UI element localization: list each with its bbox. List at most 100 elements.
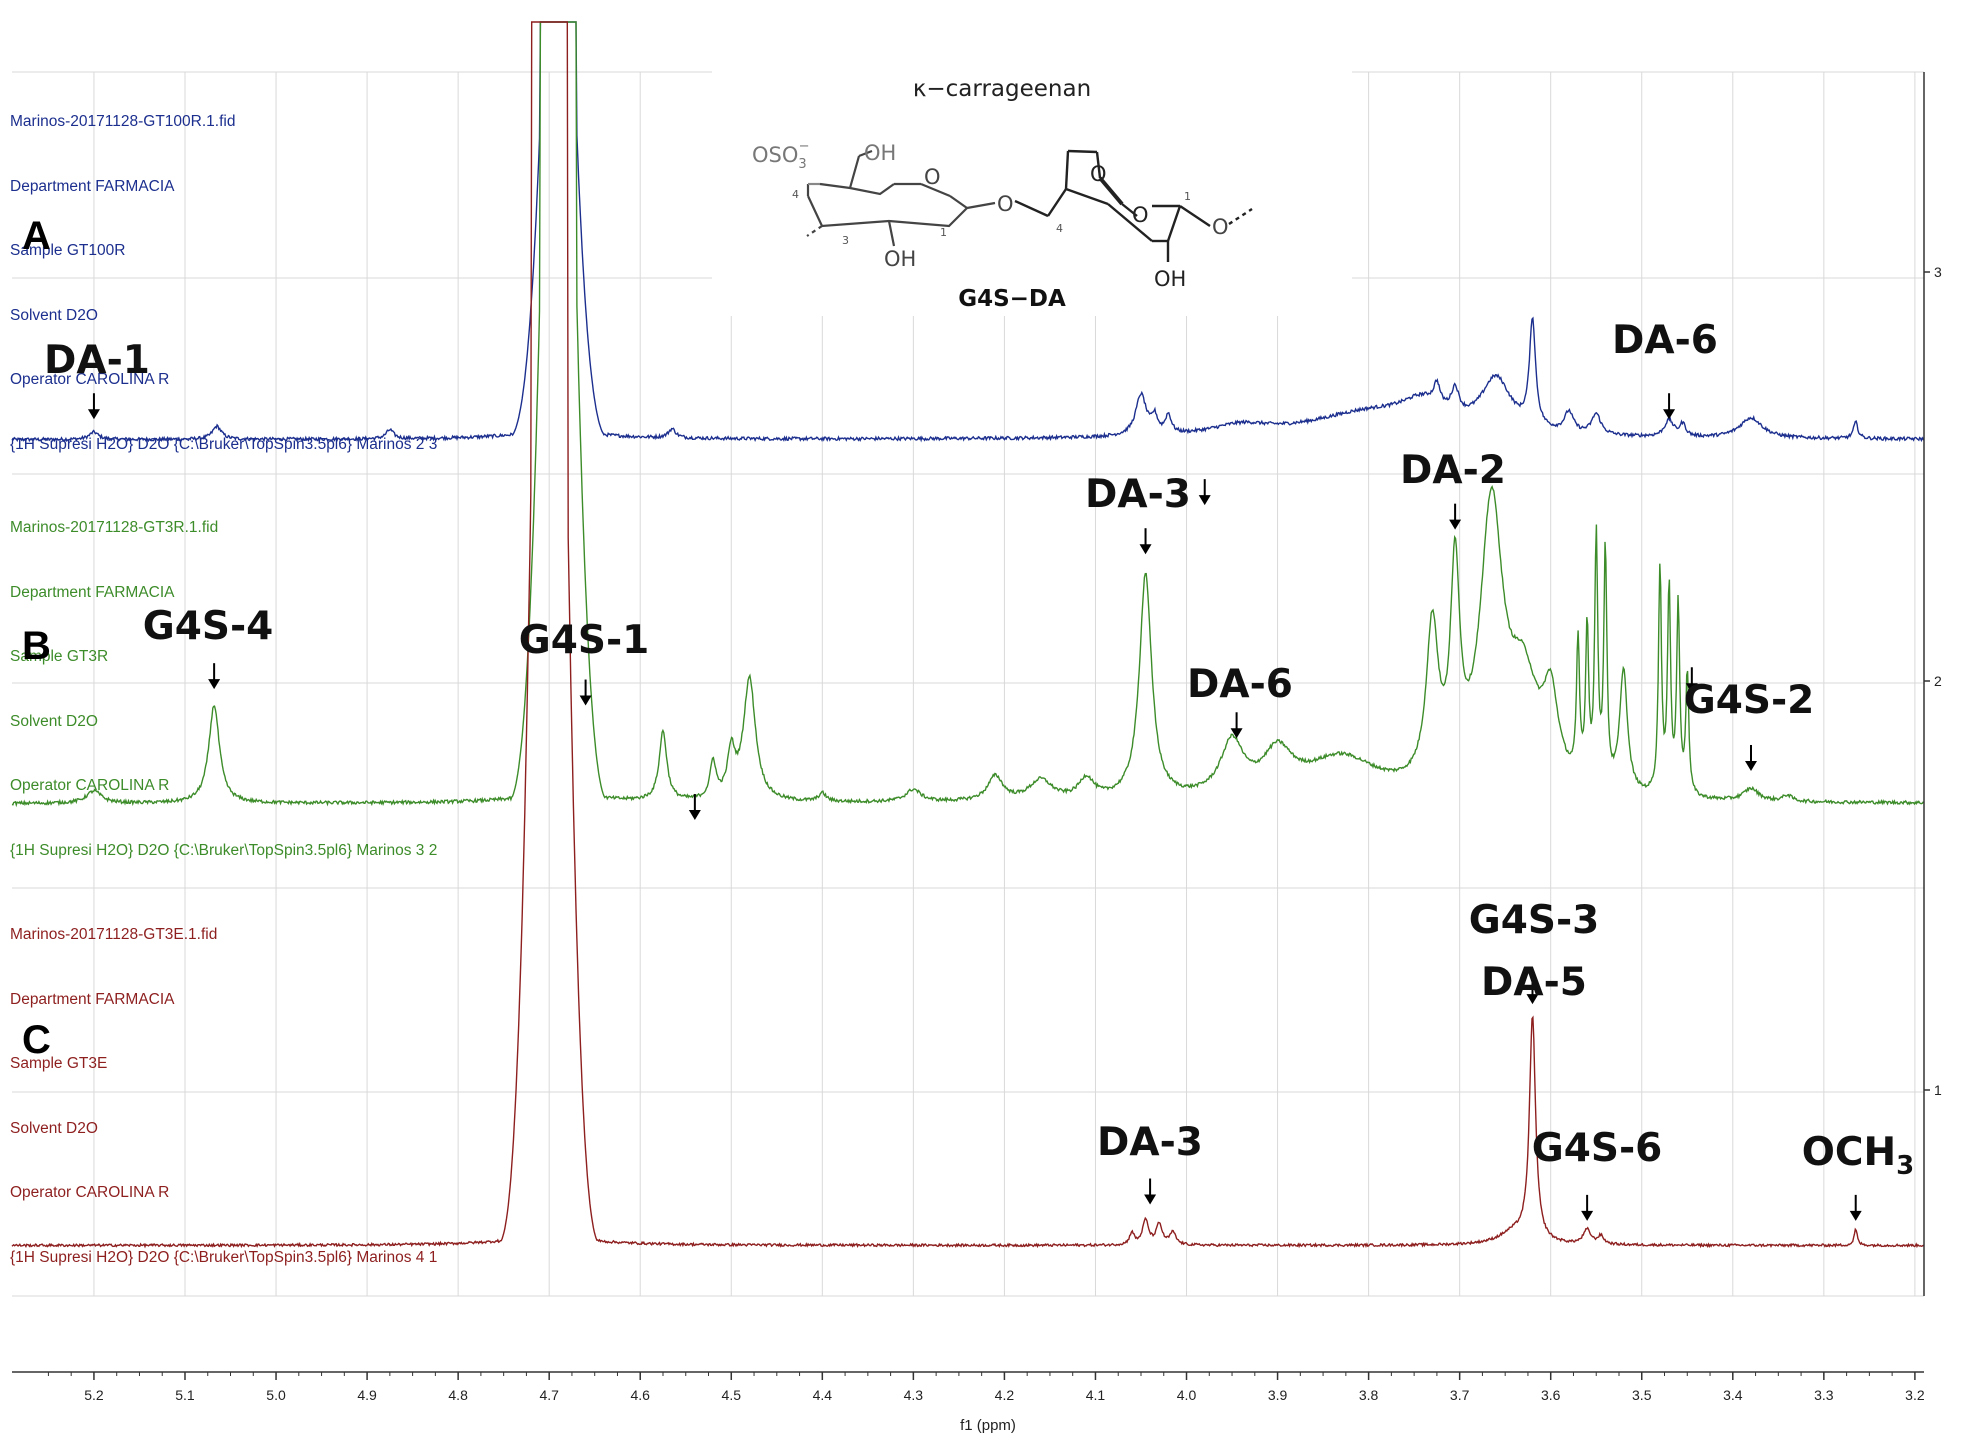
meta-line: Sample GT3E xyxy=(10,1055,108,1072)
peak-arrow-head xyxy=(1745,760,1758,771)
peak-label-a-da-1: DA-1 xyxy=(44,338,150,383)
peak-label-b-da-3: DA-3 xyxy=(1085,472,1191,517)
peak-arrow-head xyxy=(1230,728,1243,739)
meta-line: Department FARMACIA xyxy=(10,583,175,601)
ring-o-right: O xyxy=(1132,203,1149,227)
carbon-1-label: 1 xyxy=(940,226,947,239)
meta-line: Operator CAROLINA R xyxy=(10,371,170,388)
spectrum-line-panel-a xyxy=(11,21,1925,443)
peak-arrow-head xyxy=(1526,994,1539,1005)
peak-label-b-da-6: DA-6 xyxy=(1187,662,1293,707)
peak-label-a-da-6: DA-6 xyxy=(1612,318,1718,363)
peak-arrow-head xyxy=(1663,409,1676,420)
meta-line: Department FARMACIA xyxy=(10,990,175,1008)
x-axis-tick-label: 3.3 xyxy=(1814,1387,1834,1403)
panel-letter-a: A xyxy=(22,214,51,258)
oh-da-label: OH xyxy=(1154,267,1186,291)
anhydro-o: O xyxy=(1090,162,1107,186)
x-axis-tick-label: 4.8 xyxy=(448,1387,468,1403)
x-axis-tick-label: 4.7 xyxy=(539,1387,559,1403)
carbon-4-label: 4 xyxy=(792,188,799,201)
plot-axes: 3 2 1 5.2 5.1 5.0 4.9 4.8 4.7 4.6 4.5 4.4 4.3 4.2 4.1 4… xyxy=(12,72,1942,1403)
panel-c-metadata: Marinos-20171128-GT3E.1.fid Department F… xyxy=(10,881,437,1290)
ring-o-left: O xyxy=(924,165,941,189)
x-axis-tick-label: 3.2 xyxy=(1905,1387,1925,1403)
peak-arrows xyxy=(87,393,1862,1221)
x-axis-tick-label: 4.2 xyxy=(995,1387,1015,1403)
x-axis-tick-label: 3.7 xyxy=(1450,1387,1470,1403)
x-axis-tick-label: 4.1 xyxy=(1086,1387,1106,1403)
peak-arrow-head xyxy=(208,679,221,690)
panel-letter-b: B xyxy=(22,624,51,668)
meta-line: Marinos-20171128-GT3E.1.fid xyxy=(10,926,218,943)
peak-label-b-da-2: DA-2 xyxy=(1400,448,1506,493)
peak-arrow-head xyxy=(1849,1210,1862,1221)
peak-label-b-g4s-4: G4S-4 xyxy=(142,604,274,649)
right-axis-tick-label: 3 xyxy=(1934,264,1942,280)
carbon-3-label: 3 xyxy=(842,234,849,247)
glycosidic-o-right: O xyxy=(1212,215,1229,239)
da-carbon-4-label: 4 xyxy=(1056,222,1063,235)
x-axis-tick-label: 5.1 xyxy=(175,1387,195,1403)
meta-line: Marinos-20171128-GT100R.1.fid xyxy=(10,113,236,130)
peak-arrow-head xyxy=(1139,544,1152,555)
peak-label-c-och3: OCH3 xyxy=(1801,1130,1915,1181)
oh-2-label: OH xyxy=(884,247,916,271)
peak-label-c-da-3: DA-3 xyxy=(1097,1120,1203,1165)
spectrum-line-panel-c xyxy=(11,21,1925,1249)
peak-arrow-head xyxy=(579,695,592,706)
x-axis-tick-label: 4.6 xyxy=(630,1387,650,1403)
sulfate-label: OSO3− xyxy=(752,139,810,172)
peak-arrow-head xyxy=(87,409,100,420)
x-axis-tick-label: 3.6 xyxy=(1541,1387,1561,1403)
x-axis-tick-label: 4.3 xyxy=(904,1387,924,1403)
x-axis-tick-label: 4.4 xyxy=(813,1387,833,1403)
structure-title: κ−carrageenan xyxy=(913,76,1091,102)
meta-line: Department FARMACIA xyxy=(10,177,175,195)
glycosidic-o: O xyxy=(997,192,1014,216)
structure-drawing: κ−carrageenan xyxy=(752,76,1253,312)
peak-label-b-g4s-1: G4S-1 xyxy=(518,618,650,663)
panel-a-metadata: Marinos-20171128-GT100R.1.fid Department… xyxy=(10,68,437,477)
meta-line: Solvent D2O xyxy=(10,306,98,324)
x-axis-tick-label: 4.9 xyxy=(357,1387,377,1403)
peak-label-c-g4s-3: G4S-3 xyxy=(1468,898,1600,943)
x-axis-tick-label: 5.0 xyxy=(266,1387,286,1403)
right-axis-tick-label: 2 xyxy=(1934,673,1942,689)
peak-label-b-g4s-2: G4S-2 xyxy=(1683,678,1815,723)
meta-line: Operator CAROLINA R xyxy=(10,777,170,794)
x-axis-tick-label: 3.8 xyxy=(1359,1387,1379,1403)
peak-label-c-da-5: DA-5 xyxy=(1481,960,1587,1005)
x-axis-tick-label: 3.9 xyxy=(1268,1387,1288,1403)
peak-arrow-head xyxy=(1449,519,1462,530)
kappa-carrageenan-structure: κ−carrageenan xyxy=(712,66,1352,316)
peak-arrow-head xyxy=(1144,1194,1157,1205)
meta-line: Sample GT100R xyxy=(10,242,126,259)
meta-line: Operator CAROLINA R xyxy=(10,1184,170,1201)
panel-b-metadata: Marinos-20171128-GT3R.1.fid Department F… xyxy=(10,474,437,883)
x-axis-tick-label: 3.5 xyxy=(1632,1387,1652,1403)
structure-name: G4S−DA xyxy=(958,286,1066,312)
peak-arrow-head xyxy=(1581,1210,1594,1221)
meta-line: Solvent D2O xyxy=(10,1119,98,1137)
x-axis-tick-label: 3.4 xyxy=(1723,1387,1743,1403)
spectra-series xyxy=(11,21,1925,1249)
panel-letter-c: C xyxy=(22,1018,51,1062)
x-axis-tick-label: 5.2 xyxy=(84,1387,104,1403)
meta-line: Marinos-20171128-GT3R.1.fid xyxy=(10,519,219,536)
peak-arrow-head xyxy=(688,810,701,821)
x-axis-tick-label: 4.5 xyxy=(722,1387,742,1403)
meta-line: {1H Supresi H2O} D2O {C:\Bruker\TopSpin3… xyxy=(10,841,438,859)
g4s-ring xyxy=(806,149,996,247)
x-axis-label: f1 (ppm) xyxy=(960,1417,1016,1434)
meta-line: {1H Supresi H2O} D2O {C:\Bruker\TopSpin3… xyxy=(10,1248,438,1266)
spectrum-line-panel-b xyxy=(11,21,1925,808)
meta-line: {1H Supresi H2O} D2O {C:\Bruker\TopSpin3… xyxy=(10,435,438,453)
peak-label-c-g4s-6: G4S-6 xyxy=(1531,1126,1663,1171)
meta-line: Solvent D2O xyxy=(10,712,98,730)
peak-arrow-head xyxy=(1685,683,1698,694)
da-carbon-1-label: 1 xyxy=(1184,190,1191,203)
right-axis-tick-label: 1 xyxy=(1934,1082,1942,1098)
peak-arrow-head xyxy=(1198,495,1211,506)
oh-6-label: OH xyxy=(864,141,896,165)
